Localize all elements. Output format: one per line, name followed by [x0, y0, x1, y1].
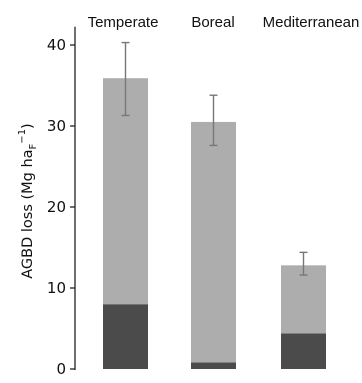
y-tick-label: 30 — [47, 117, 66, 135]
y-tick-label: 20 — [47, 198, 66, 216]
y-axis-label-sup: −1 — [17, 129, 28, 144]
bar-temperate-segment-1 — [103, 304, 148, 369]
error-bars — [121, 41, 308, 276]
bar-mediterranean-segment-2 — [281, 265, 326, 334]
y-tick-label: 0 — [56, 360, 66, 378]
y-axis-label-sub: F — [28, 143, 39, 149]
category-label-boreal: Boreal — [191, 14, 234, 31]
y-tick-label: 40 — [47, 36, 66, 54]
bar-mediterranean-segment-1 — [281, 333, 326, 369]
bar-boreal-segment-2 — [191, 121, 236, 363]
svg-text:AGBD loss (Mg haF−1): AGBD loss (Mg haF−1) — [17, 123, 39, 278]
bar-boreal-segment-1 — [191, 362, 236, 369]
y-axis-label: AGBD loss (Mg haF−1) — [17, 123, 39, 278]
y-axis-label-close: ) — [20, 123, 36, 129]
category-label-mediterranean: Mediterranean — [263, 14, 360, 31]
y-tick-label: 10 — [47, 279, 66, 297]
bars — [103, 78, 326, 369]
y-axis: 0 10 20 30 40 — [47, 26, 76, 378]
category-label-temperate: Temperate — [88, 14, 159, 31]
y-axis-label-text: AGBD loss (Mg ha — [20, 149, 36, 278]
category-labels: Temperate Boreal Mediterranean — [88, 14, 360, 31]
